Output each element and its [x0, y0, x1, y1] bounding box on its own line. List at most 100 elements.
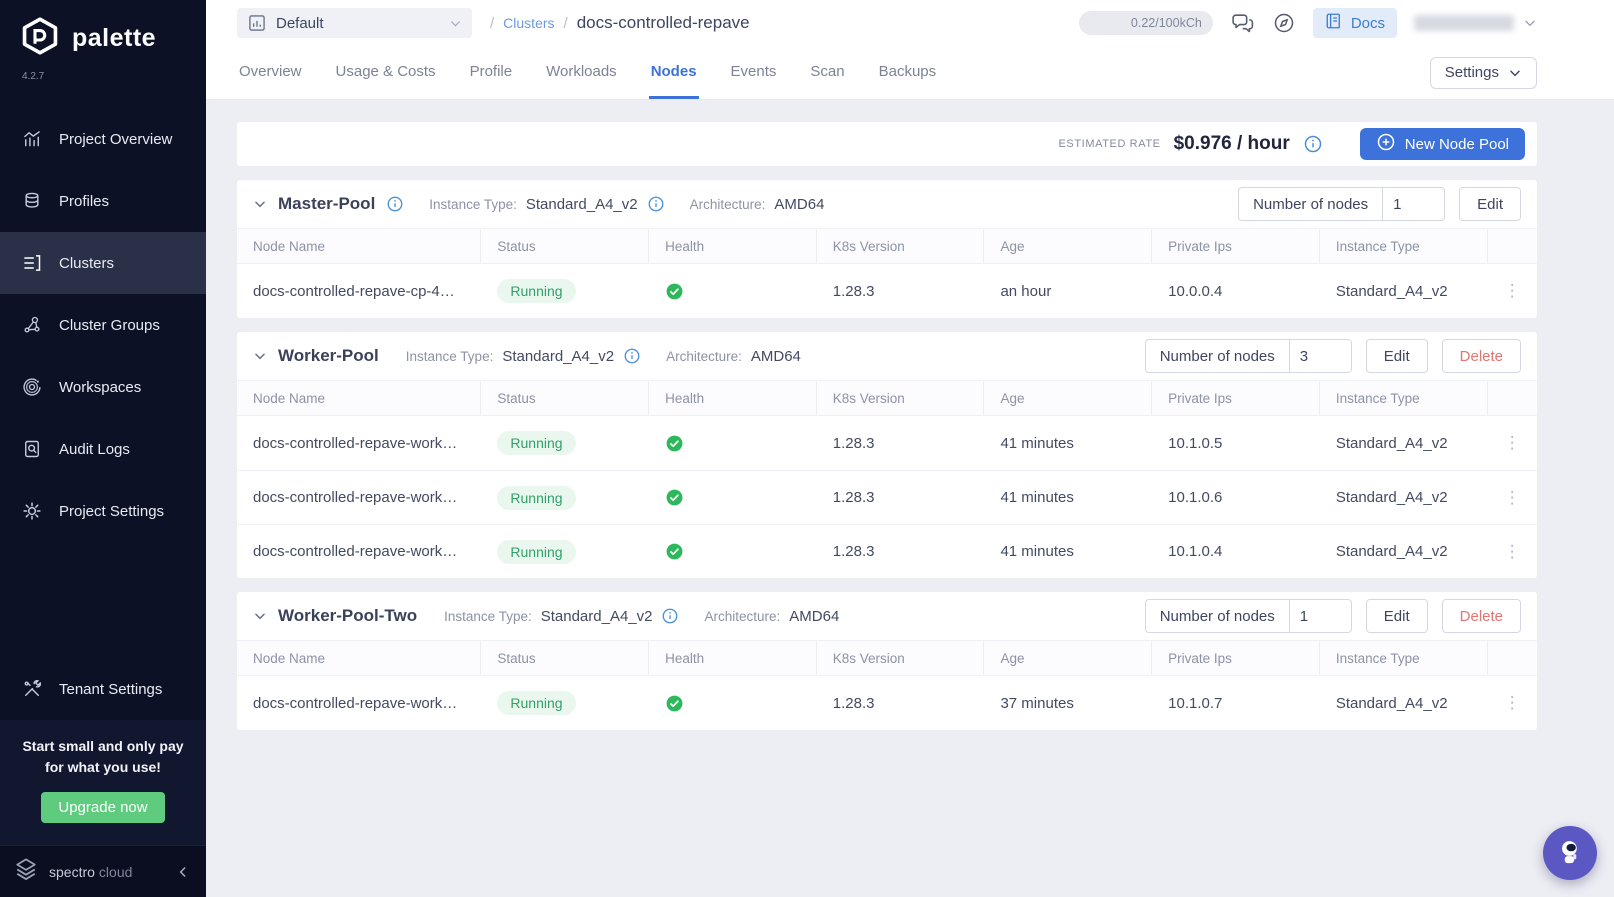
- info-icon[interactable]: [647, 195, 665, 213]
- sidebar-collapse-icon[interactable]: [176, 865, 190, 879]
- number-of-nodes-label: Number of nodes: [1159, 347, 1275, 365]
- sidebar-item-tenant-settings[interactable]: Tenant Settings: [0, 658, 206, 720]
- book-icon: [1325, 12, 1343, 34]
- kebab-menu-icon[interactable]: ⋮: [1503, 281, 1521, 300]
- sidebar-item-audit-logs[interactable]: Audit Logs: [0, 418, 206, 480]
- sidebar-item-cluster-groups[interactable]: Cluster Groups: [0, 294, 206, 356]
- instance-type-cell: Standard_A4_v2: [1335, 694, 1448, 712]
- collapse-chevron-icon[interactable]: [253, 349, 267, 363]
- instance-type-cell: Standard_A4_v2: [1335, 543, 1448, 560]
- number-of-nodes-label: Number of nodes: [1159, 607, 1275, 625]
- tab-nodes[interactable]: Nodes: [648, 46, 699, 99]
- info-icon[interactable]: [1303, 134, 1323, 154]
- pool-name: Worker-Pool: [278, 346, 379, 365]
- tab-scan[interactable]: Scan: [808, 46, 846, 99]
- number-of-nodes-input[interactable]: [1382, 188, 1445, 220]
- project-selector[interactable]: Default: [237, 8, 472, 38]
- kebab-menu-icon[interactable]: ⋮: [1503, 693, 1521, 712]
- tab-events[interactable]: Events: [729, 46, 779, 99]
- new-node-pool-button[interactable]: New Node Pool: [1359, 128, 1525, 160]
- delete-button[interactable]: Delete: [1441, 599, 1521, 633]
- kebab-menu-icon[interactable]: ⋮: [1503, 487, 1521, 507]
- tab-overview[interactable]: Overview: [237, 46, 304, 99]
- plus-circle-icon: [1376, 132, 1396, 156]
- sidebar-item-workspaces[interactable]: Workspaces: [0, 356, 206, 418]
- number-of-nodes-input[interactable]: [1288, 340, 1351, 372]
- pool-name: Master-Pool: [278, 194, 376, 213]
- node-name-cell: docs-controlled-repave-work…: [253, 543, 458, 560]
- docs-label: Docs: [1350, 14, 1385, 32]
- node-status-cell: Running: [481, 676, 649, 730]
- top-bar: Default / Clusters / docs-controlled-rep…: [206, 0, 1614, 46]
- check-circle-icon: [665, 488, 684, 507]
- sidebar-item-profiles[interactable]: Profiles: [0, 170, 206, 232]
- user-menu[interactable]: [1414, 15, 1537, 31]
- number-of-nodes-input[interactable]: [1288, 600, 1351, 632]
- kebab-menu-icon[interactable]: ⋮: [1503, 433, 1521, 452]
- sidebar-nav: Project Overview Profiles Clusters Cluster …: [0, 108, 206, 542]
- logo-text: palette: [72, 24, 157, 52]
- clusters-icon: [22, 253, 42, 273]
- delete-button[interactable]: Delete: [1441, 339, 1521, 373]
- collapse-chevron-icon[interactable]: [253, 197, 267, 211]
- cluster-groups-icon: [22, 315, 42, 335]
- table-row: docs-controlled-repave-work… Running 1.28.…: [237, 470, 1537, 524]
- table-row: docs-controlled-repave-work… Running 1.28.…: [237, 676, 1537, 730]
- kebab-menu-icon[interactable]: ⋮: [1503, 541, 1521, 561]
- docs-button[interactable]: Docs: [1312, 8, 1397, 38]
- instance-type-cell: Standard_A4_v2: [1335, 282, 1448, 300]
- node-pools-list: Master-Pool Instance Type: Standard_A4_v…: [237, 180, 1537, 730]
- settings-button[interactable]: Settings: [1429, 56, 1537, 89]
- node-name-cell: docs-controlled-repave-cp-4…: [253, 282, 455, 300]
- architecture-value: AMD64: [750, 347, 801, 365]
- sidebar-item-label: Tenant Settings: [59, 680, 163, 698]
- breadcrumb: / Clusters / docs-controlled-repave: [490, 13, 750, 33]
- node-health-cell: [649, 416, 817, 470]
- edit-button[interactable]: Edit: [1365, 599, 1428, 633]
- compass-icon[interactable]: [1272, 11, 1296, 35]
- edit-button[interactable]: Edit: [1459, 187, 1521, 221]
- chevron-down-icon: [449, 17, 462, 30]
- bar-chart-icon: [247, 13, 267, 33]
- edit-button[interactable]: Edit: [1365, 339, 1428, 373]
- info-icon[interactable]: [386, 195, 404, 213]
- number-of-nodes-control: Number of nodes: [1144, 339, 1352, 373]
- column-header-private-ips: Private Ips: [1152, 229, 1320, 263]
- assistant-astronaut-button[interactable]: [1543, 826, 1597, 880]
- tab-bar: Overview Usage & Costs Profile Workloads Nod…: [206, 46, 1614, 100]
- tab-backups[interactable]: Backups: [877, 46, 939, 99]
- tab-usage-costs[interactable]: Usage & Costs: [334, 46, 438, 99]
- tools-icon: [22, 679, 42, 699]
- column-header-menu: [1488, 381, 1537, 415]
- main-area: Default / Clusters / docs-controlled-rep…: [206, 0, 1614, 897]
- info-icon[interactable]: [661, 607, 679, 625]
- tab-workloads[interactable]: Workloads: [544, 46, 619, 99]
- column-header-private-ips: Private Ips: [1152, 381, 1320, 415]
- node-pool-card: Worker-Pool Instance Type: Standard_A4_v…: [237, 332, 1537, 578]
- private-ip-cell: 10.1.0.6: [1168, 489, 1223, 506]
- brand-name: spectro: [49, 863, 95, 880]
- column-header-node-name: Node Name: [237, 229, 482, 263]
- private-ip-cell: 10.1.0.4: [1168, 543, 1223, 560]
- upgrade-now-button[interactable]: Upgrade now: [41, 792, 165, 823]
- column-header-age: Age: [984, 381, 1153, 415]
- sidebar-item-label: Project Overview: [59, 130, 173, 148]
- sidebar-item-label: Cluster Groups: [59, 316, 160, 334]
- sidebar-nav-bottom: Tenant Settings: [0, 658, 206, 720]
- sidebar-item-project-overview[interactable]: Project Overview: [0, 108, 206, 170]
- node-status-cell: Running: [481, 416, 649, 470]
- info-icon[interactable]: [623, 347, 641, 365]
- node-health-cell: [649, 264, 817, 318]
- new-node-pool-label: New Node Pool: [1404, 135, 1509, 153]
- tab-profile[interactable]: Profile: [468, 46, 515, 99]
- node-name-cell: docs-controlled-repave-work…: [253, 694, 458, 712]
- sidebar-item-project-settings[interactable]: Project Settings: [0, 480, 206, 542]
- table-header-row: Node Name Status Health K8s Version Age Priva…: [237, 380, 1537, 416]
- collapse-chevron-icon[interactable]: [253, 609, 267, 623]
- chevron-down-icon: [1508, 66, 1522, 80]
- page-title: docs-controlled-repave: [576, 13, 750, 32]
- instance-type-cell: Standard_A4_v2: [1335, 434, 1448, 452]
- breadcrumb-clusters-link[interactable]: Clusters: [503, 15, 555, 31]
- chat-icon[interactable]: [1230, 11, 1255, 36]
- sidebar-item-clusters[interactable]: Clusters: [0, 232, 206, 294]
